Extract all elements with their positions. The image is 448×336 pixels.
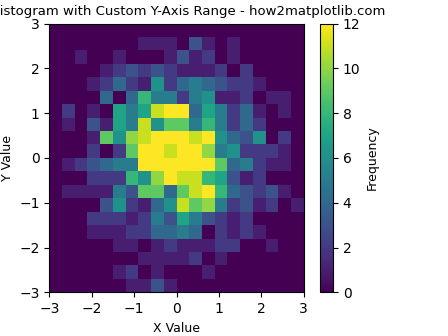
Y-axis label: Frequency: Frequency	[366, 126, 379, 190]
Y-axis label: Y Value: Y Value	[0, 135, 13, 181]
X-axis label: X Value: X Value	[153, 322, 200, 335]
Title: 2D Histogram with Custom Y-Axis Range - how2matplotlib.com: 2D Histogram with Custom Y-Axis Range - …	[0, 5, 386, 18]
